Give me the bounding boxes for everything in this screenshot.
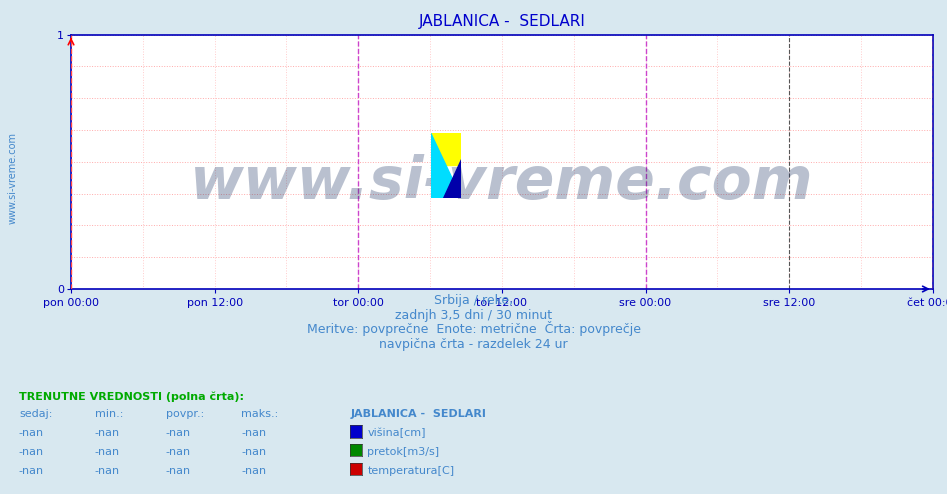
Text: JABLANICA -  SEDLARI: JABLANICA - SEDLARI — [350, 410, 486, 419]
Text: Meritve: povprečne  Enote: metrične  Črta: povprečje: Meritve: povprečne Enote: metrične Črta:… — [307, 322, 640, 336]
Text: www.si-vreme.com: www.si-vreme.com — [190, 154, 813, 210]
Text: -nan: -nan — [19, 466, 45, 476]
Bar — [431, 133, 461, 165]
Text: povpr.:: povpr.: — [166, 410, 204, 419]
Title: JABLANICA -  SEDLARI: JABLANICA - SEDLARI — [419, 14, 585, 29]
Text: pretok[m3/s]: pretok[m3/s] — [367, 447, 439, 457]
Text: -nan: -nan — [95, 447, 120, 457]
Text: -nan: -nan — [166, 447, 191, 457]
Text: www.si-vreme.com: www.si-vreme.com — [8, 132, 17, 224]
Text: -nan: -nan — [95, 428, 120, 438]
Text: -nan: -nan — [19, 447, 45, 457]
Text: -nan: -nan — [241, 428, 267, 438]
Polygon shape — [443, 159, 461, 198]
Text: -nan: -nan — [166, 428, 191, 438]
Text: -nan: -nan — [19, 428, 45, 438]
Text: -nan: -nan — [241, 447, 267, 457]
Text: višina[cm]: višina[cm] — [367, 428, 426, 438]
Text: -nan: -nan — [166, 466, 191, 476]
Text: maks.:: maks.: — [241, 410, 278, 419]
Text: Srbija / reke,: Srbija / reke, — [434, 294, 513, 307]
Text: zadnjh 3,5 dni / 30 minut: zadnjh 3,5 dni / 30 minut — [395, 309, 552, 322]
Text: navpična črta - razdelek 24 ur: navpična črta - razdelek 24 ur — [379, 338, 568, 351]
Text: -nan: -nan — [95, 466, 120, 476]
Text: TRENUTNE VREDNOSTI (polna črta):: TRENUTNE VREDNOSTI (polna črta): — [19, 392, 244, 402]
Text: sedaj:: sedaj: — [19, 410, 52, 419]
Polygon shape — [431, 133, 461, 198]
Text: temperatura[C]: temperatura[C] — [367, 466, 455, 476]
Text: min.:: min.: — [95, 410, 123, 419]
Text: -nan: -nan — [241, 466, 267, 476]
